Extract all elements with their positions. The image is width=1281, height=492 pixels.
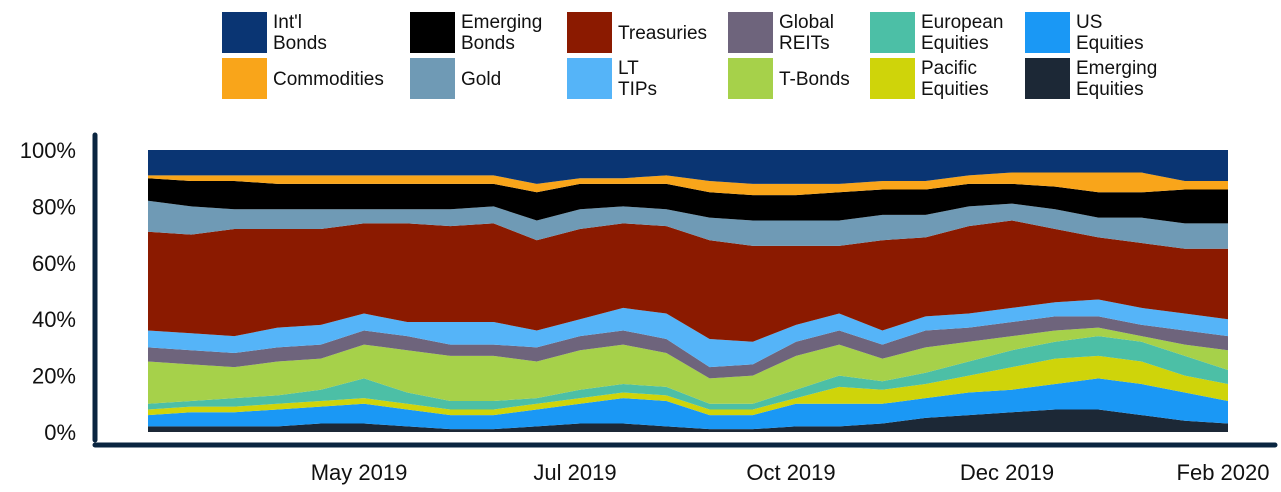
legend-swatch [567, 12, 612, 53]
legend-label: European Equities [921, 12, 1009, 54]
legend-swatch [870, 12, 915, 53]
y-tick-label: 100% [20, 138, 76, 163]
legend-label: Treasuries [618, 23, 707, 44]
legend-label: Gold [461, 69, 501, 90]
area [148, 200, 1228, 249]
area [148, 299, 1228, 368]
area [148, 378, 1228, 430]
legend-label: Emerging Equities [1076, 58, 1163, 100]
area [148, 178, 1228, 224]
legend-swatch [728, 12, 773, 53]
legend-label: Commodities [273, 69, 384, 90]
y-tick-label: 40% [32, 307, 76, 332]
y-tick-label: 20% [32, 364, 76, 389]
legend-label: US Equities [1076, 12, 1144, 54]
x-tick-label: May 2019 [311, 460, 408, 485]
legend-swatch [410, 58, 455, 99]
legend-label: Int'l Bonds [273, 12, 327, 54]
y-tick-label: 60% [32, 251, 76, 276]
legend-label: T-Bonds [779, 69, 850, 90]
legend-label: Global REITs [779, 12, 839, 54]
x-tick-label: Dec 2019 [960, 460, 1054, 485]
legend-swatch [1025, 58, 1070, 99]
legend-label: Emerging Bonds [461, 12, 548, 54]
area [148, 327, 1228, 404]
legend-swatch [222, 58, 267, 99]
area [148, 355, 1228, 416]
legend-swatch [870, 58, 915, 99]
legend-label: Pacific Equities [921, 58, 989, 100]
x-tick-label: Feb 2020 [1177, 460, 1270, 485]
x-tick-label: Oct 2019 [746, 460, 835, 485]
x-tick-label: Jul 2019 [533, 460, 616, 485]
y-tick-label: 80% [32, 194, 76, 219]
legend-label: LT TIPs [618, 58, 657, 100]
legend-swatch [567, 58, 612, 99]
area [148, 409, 1228, 432]
area [148, 172, 1228, 196]
area [148, 150, 1228, 184]
area [148, 220, 1228, 342]
legend-swatch [728, 58, 773, 99]
legend-swatch [410, 12, 455, 53]
legend-swatch [1025, 12, 1070, 53]
area [148, 336, 1228, 410]
y-tick-label: 0% [44, 420, 76, 445]
legend-swatch [222, 12, 267, 53]
area [148, 316, 1228, 379]
